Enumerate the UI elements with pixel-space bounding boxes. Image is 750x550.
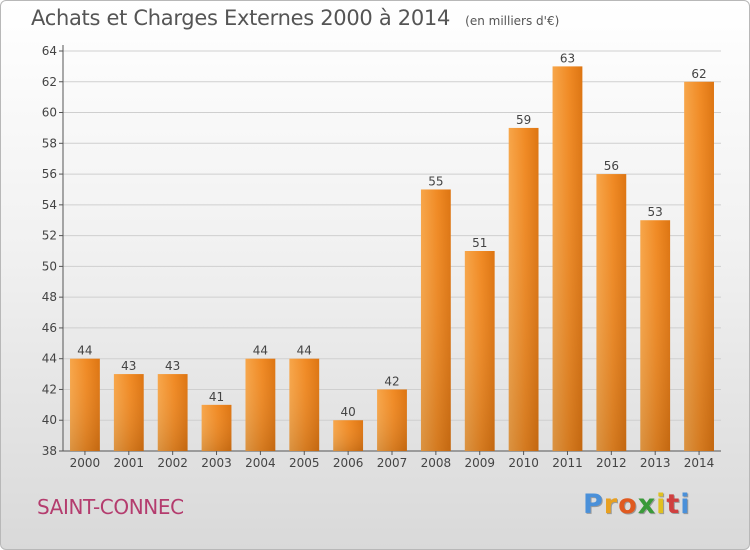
title-row: Achats et Charges Externes 2000 à 2014 (…: [31, 6, 559, 30]
y-tick-label: 50: [42, 259, 57, 273]
value-label: 44: [77, 344, 92, 358]
logo-letter: i: [680, 489, 691, 520]
logo-letter: x: [637, 489, 657, 520]
bar-shade-2010: [508, 127, 539, 451]
x-tick-label: 2008: [421, 456, 452, 470]
x-tick-label: 2006: [333, 456, 364, 470]
logo-letter: t: [666, 489, 681, 520]
bar-shade-2001: [113, 374, 144, 451]
x-tick-label: 2001: [114, 456, 145, 470]
logo-letter: o: [618, 489, 638, 520]
bar-shade-2005: [289, 358, 320, 451]
bar-shade-2002: [157, 374, 188, 451]
bar-shade-2011: [552, 66, 583, 451]
bar-shade-2012: [596, 174, 627, 452]
y-tick-label: 40: [42, 413, 57, 427]
x-tick-label: 2002: [157, 456, 188, 470]
x-tick-label: 2014: [684, 456, 715, 470]
x-tick-label: 2003: [201, 456, 232, 470]
value-label: 55: [428, 174, 443, 188]
y-tick-label: 46: [42, 321, 57, 335]
chart-title: Achats et Charges Externes 2000 à 2014: [31, 6, 451, 30]
y-tick-label: 52: [42, 229, 57, 243]
x-tick-label: 2009: [464, 456, 495, 470]
y-tick-label: 42: [42, 382, 57, 396]
value-label: 44: [253, 344, 268, 358]
chart-unit: (en milliers d'€): [465, 14, 560, 28]
y-tick-label: 62: [42, 75, 57, 89]
value-label: 53: [648, 205, 663, 219]
value-label: 42: [384, 374, 399, 388]
bar-shade-2003: [201, 404, 232, 451]
commune-name: SAINT-CONNEC: [37, 495, 184, 519]
y-tick-label: 54: [42, 198, 57, 212]
y-tick-label: 58: [42, 136, 57, 150]
x-tick-label: 2004: [245, 456, 276, 470]
bar-shade-2004: [245, 358, 276, 451]
value-label: 51: [472, 236, 487, 250]
y-tick-label: 60: [42, 106, 57, 120]
logo-letter: r: [603, 489, 619, 520]
value-label: 63: [560, 51, 575, 65]
axis-layer: 38 40 42 44 46 48 50 52 54 56 58 60 62 64 2000 2001 2002…: [42, 44, 721, 470]
x-tick-label: 2010: [508, 456, 539, 470]
value-label: 43: [165, 359, 180, 373]
value-label: 40: [340, 405, 355, 419]
y-tick-label: 38: [42, 444, 57, 458]
proxiti-logo: Proxiti: [583, 489, 691, 520]
logo-letter: P: [583, 489, 604, 520]
value-label: 59: [516, 113, 531, 127]
x-tick-label: 2011: [552, 456, 583, 470]
x-tick-label: 2013: [640, 456, 671, 470]
label-layer: 44 43 43 41 44 44 40 42 55 51 59 63 56 53 62: [77, 51, 706, 419]
y-tick-label: 44: [42, 352, 57, 366]
bar-layer: [70, 66, 714, 452]
bar-shade-2014: [684, 81, 714, 452]
y-tick-label: 48: [42, 290, 57, 304]
x-tick-label: 2007: [377, 456, 408, 470]
y-tick-label: 56: [42, 167, 57, 181]
x-tick-label: 2000: [70, 456, 101, 470]
value-label: 56: [604, 159, 619, 173]
x-tick-label: 2012: [596, 456, 627, 470]
bar-shade-2009: [464, 251, 495, 451]
logo-letter: i: [656, 489, 667, 520]
bar-shade-2008: [420, 189, 451, 451]
bar-shade-2006: [333, 420, 364, 451]
value-label: 62: [691, 67, 706, 81]
bar-shade-2013: [640, 220, 671, 451]
value-label: 43: [121, 359, 136, 373]
y-tick-label: 64: [42, 44, 57, 58]
bar-shade-2007: [377, 389, 407, 451]
value-label: 41: [209, 390, 224, 404]
x-tick-label: 2005: [289, 456, 320, 470]
value-label: 44: [297, 344, 312, 358]
bar-shade-2000: [70, 358, 100, 451]
